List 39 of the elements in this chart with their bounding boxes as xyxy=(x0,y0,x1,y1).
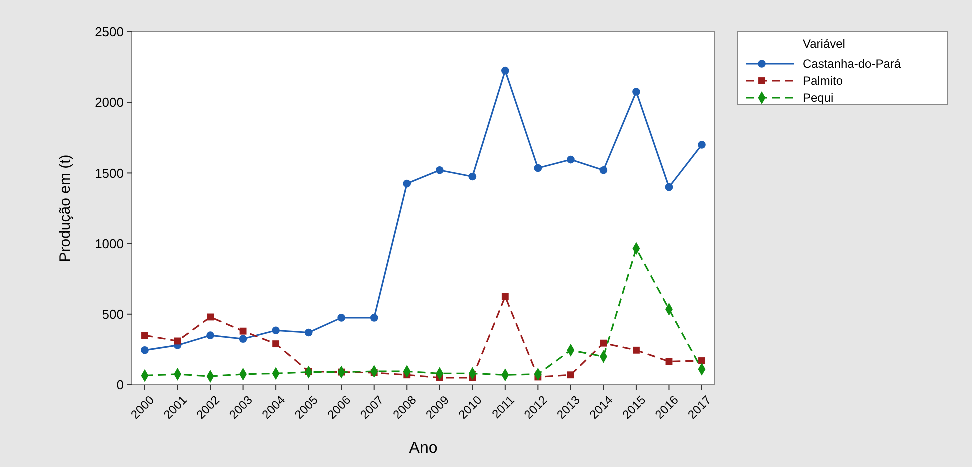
point xyxy=(403,180,412,188)
point xyxy=(142,332,148,340)
y-tick-label: 1500 xyxy=(95,166,124,181)
y-tick-label: 2000 xyxy=(95,95,124,110)
point xyxy=(304,328,313,337)
point xyxy=(502,293,509,300)
y-tick-label: 2500 xyxy=(95,24,124,40)
point xyxy=(665,183,674,192)
point xyxy=(567,156,575,164)
point xyxy=(272,340,280,348)
point xyxy=(534,164,542,172)
x-axis-title: Ano xyxy=(409,440,438,457)
point xyxy=(141,346,149,354)
point xyxy=(436,166,444,174)
point xyxy=(502,66,510,75)
point xyxy=(600,166,608,174)
y-tick-label: 1000 xyxy=(95,236,124,252)
point xyxy=(666,358,673,366)
point xyxy=(207,314,214,321)
legend-label: Pequi xyxy=(803,91,834,106)
point xyxy=(600,340,608,347)
point xyxy=(698,141,706,149)
point xyxy=(240,328,247,335)
point xyxy=(633,346,640,354)
y-axis-title: Produção em (t) xyxy=(57,154,74,262)
legend-label: Castanha-do-Pará xyxy=(803,57,902,72)
legend-title: Variável xyxy=(803,37,846,51)
point xyxy=(468,172,477,181)
point xyxy=(206,332,214,340)
y-tick-label: 500 xyxy=(102,306,124,322)
point xyxy=(698,358,706,364)
point xyxy=(239,335,248,344)
point xyxy=(567,372,574,379)
y-tick-label: 0 xyxy=(116,378,124,393)
point xyxy=(632,88,640,96)
legend-label: Palmito xyxy=(803,74,844,88)
point xyxy=(272,326,280,335)
point xyxy=(338,314,346,322)
point xyxy=(370,314,378,322)
